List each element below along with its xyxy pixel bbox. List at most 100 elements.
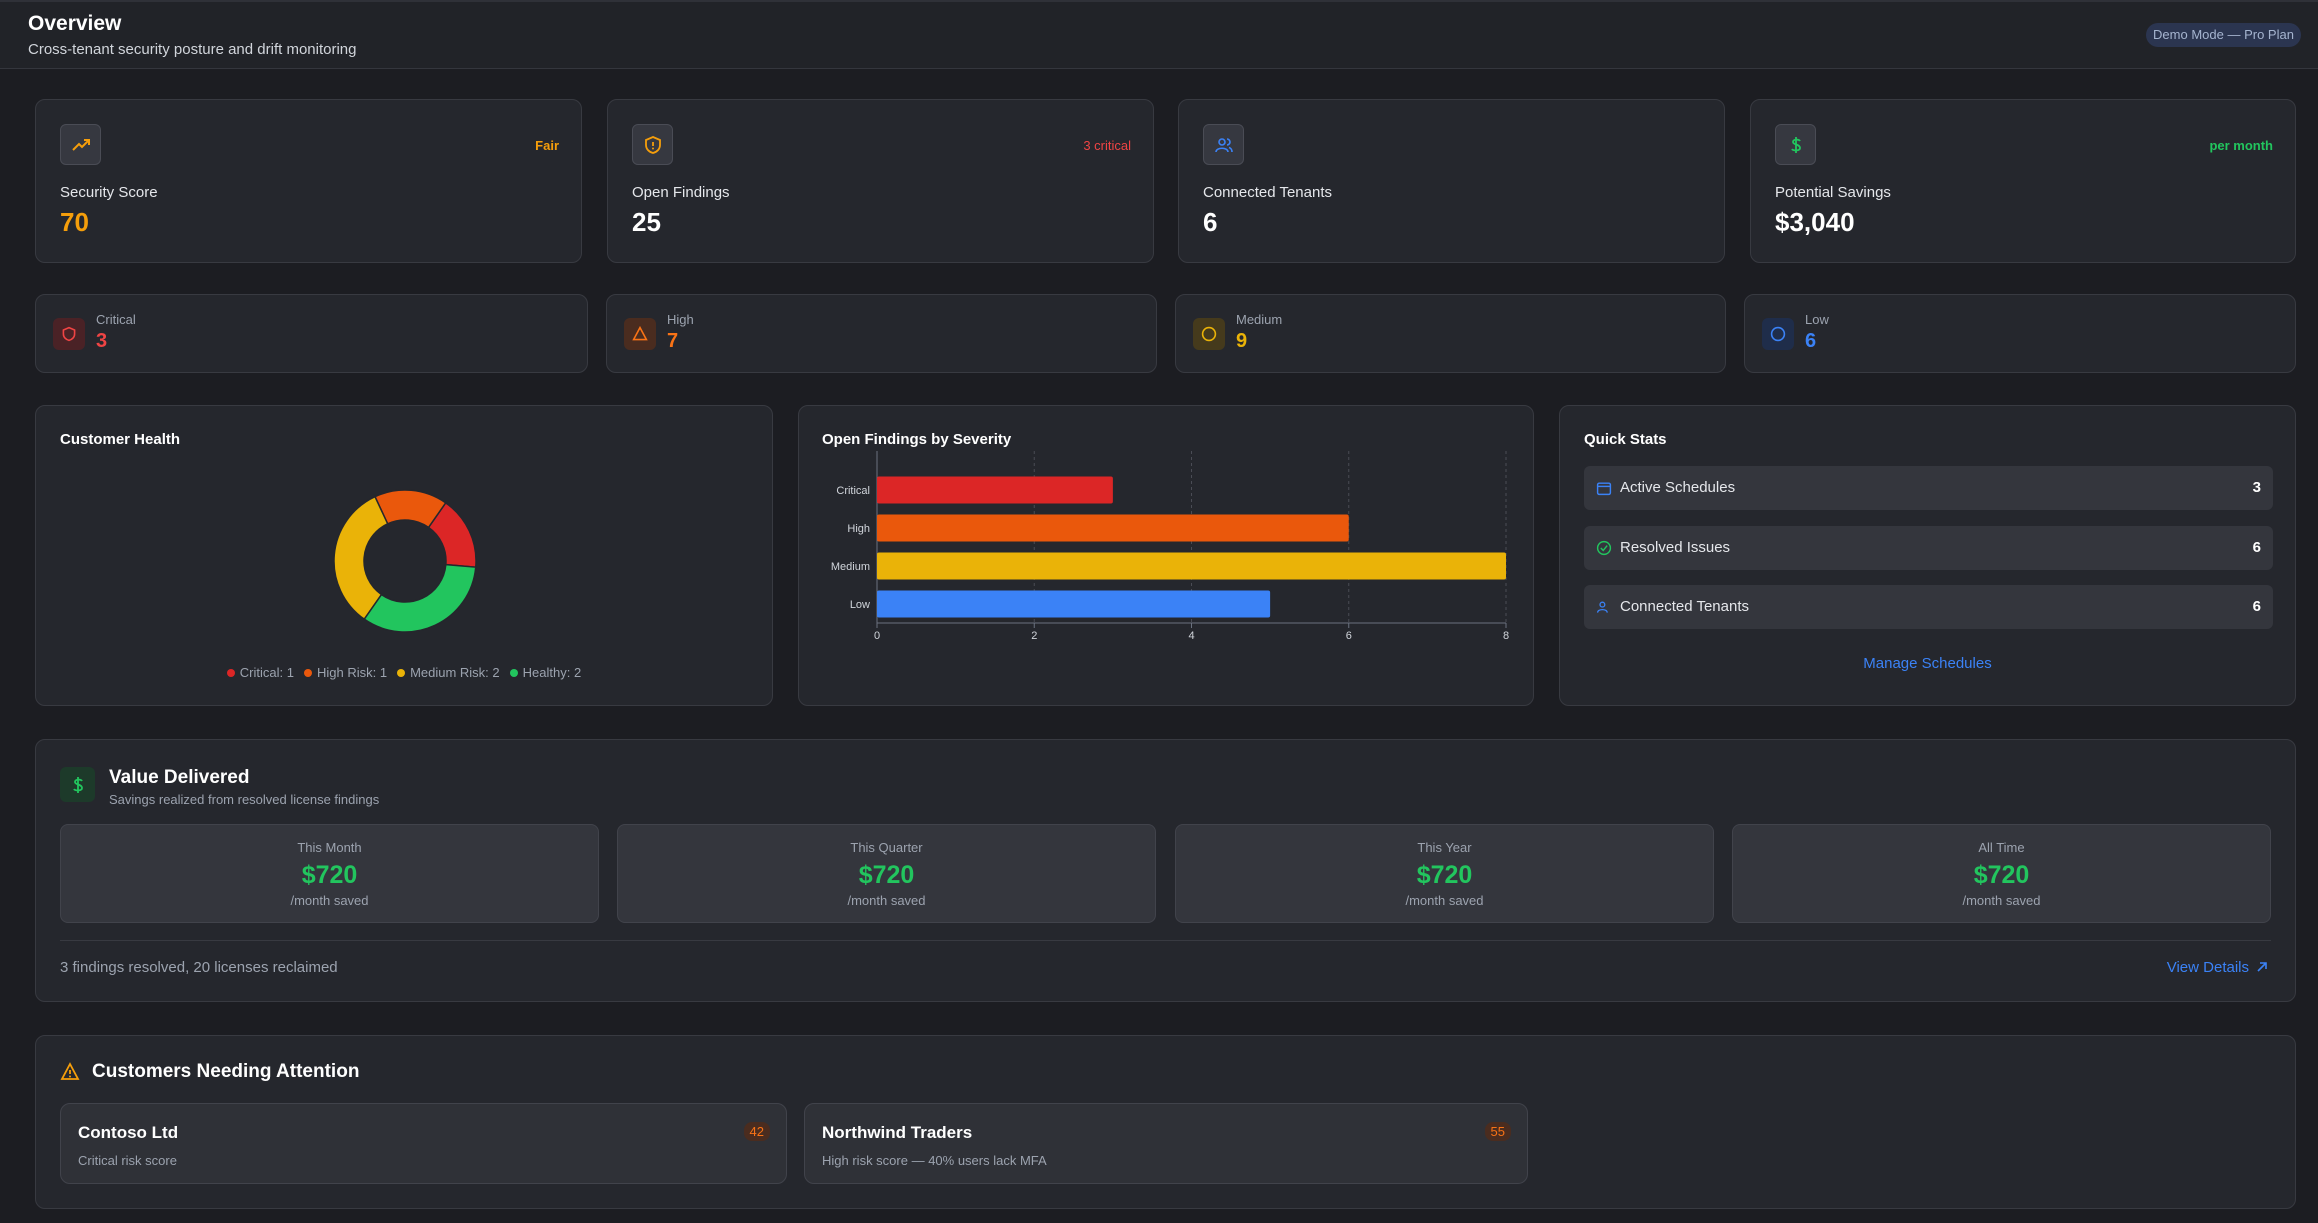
donut-chart bbox=[333, 489, 477, 633]
severity-card: Critical 3 bbox=[35, 294, 588, 373]
y-tick-label: High bbox=[847, 523, 870, 535]
quick-stats: Quick Stats Active Schedules 3 Resolved … bbox=[1559, 405, 2296, 706]
stat-row: Connected Tenants 6 bbox=[1584, 585, 2273, 629]
section-subtitle: Savings realized from resolved license f… bbox=[109, 792, 380, 807]
icon bbox=[1775, 124, 1816, 165]
legend-item: Critical: 1 bbox=[226, 665, 294, 680]
legend-item: Medium Risk: 2 bbox=[397, 665, 500, 680]
attention-section: Customers Needing Attention Contoso Ltd … bbox=[35, 1035, 2296, 1209]
severity-label: Medium bbox=[1236, 312, 1283, 327]
icon bbox=[632, 124, 673, 165]
customer-detail: Critical risk score bbox=[78, 1153, 177, 1168]
chart-title: Customer Health bbox=[60, 431, 181, 448]
chart-card: Open Findings by Severity 0 2 4 6 8 Critical H… bbox=[798, 405, 1534, 706]
divider bbox=[60, 940, 2271, 941]
legend-item: High Risk: 1 bbox=[303, 665, 388, 680]
severity-label: Critical bbox=[96, 312, 136, 327]
legend-dot bbox=[509, 668, 518, 677]
icon bbox=[60, 767, 95, 802]
bar bbox=[877, 514, 1349, 542]
bar-chart: 0 2 4 6 8 Critical High Medium Low bbox=[831, 451, 1509, 642]
x-tick-label: 2 bbox=[1031, 630, 1037, 642]
tile-unit: /month saved bbox=[290, 893, 369, 908]
tile-value: $720 bbox=[858, 861, 915, 889]
stat-value: 3 bbox=[2252, 479, 2261, 496]
bar bbox=[877, 552, 1506, 580]
tile-label: This Quarter bbox=[850, 840, 923, 855]
header: Overview Cross-tenant security posture a… bbox=[0, 0, 2318, 69]
icon bbox=[1762, 318, 1794, 350]
icon bbox=[53, 318, 85, 350]
plan-badge[interactable]: Demo Mode — Pro Plan bbox=[2146, 23, 2301, 47]
card-label: Potential Savings bbox=[1775, 184, 1891, 201]
stat-label: Resolved Issues bbox=[1620, 539, 1731, 556]
stat-card: Connected Tenants 6 bbox=[1178, 99, 1725, 263]
card-badge: per month bbox=[2209, 138, 2273, 153]
warning-icon bbox=[60, 1062, 80, 1080]
severity-card: Low 6 bbox=[1744, 294, 2296, 373]
stat-card: 3 critical Open Findings 25 bbox=[607, 99, 1154, 263]
severity-label: High bbox=[667, 312, 694, 327]
legend-label: High Risk: 1 bbox=[316, 665, 388, 680]
donut-slice bbox=[333, 495, 389, 621]
severity-label: Low bbox=[1805, 312, 1829, 327]
stat-row: Resolved Issues 6 bbox=[1584, 526, 2273, 570]
customer-card[interactable]: Northwind Traders High risk score — 40% … bbox=[804, 1103, 1528, 1184]
card-label: Security Score bbox=[60, 184, 158, 201]
severity-value: 3 bbox=[96, 330, 108, 352]
icon bbox=[60, 124, 101, 165]
tile-value: $720 bbox=[301, 861, 358, 889]
customer-card[interactable]: Contoso Ltd Critical risk score 42 bbox=[60, 1103, 787, 1184]
donut-slice bbox=[363, 563, 477, 633]
x-tick-label: 4 bbox=[1188, 630, 1194, 642]
section-title: Value Delivered bbox=[109, 767, 250, 788]
chart-title: Open Findings by Severity bbox=[822, 431, 1012, 448]
legend-label: Medium Risk: 2 bbox=[410, 665, 500, 680]
stat-label: Connected Tenants bbox=[1620, 598, 1749, 615]
risk-score: 42 bbox=[743, 1122, 770, 1141]
x-tick-label: 8 bbox=[1503, 630, 1509, 642]
legend: Critical: 1 High Risk: 1 Medium Risk: 2 Hea… bbox=[36, 665, 772, 680]
legend-dot bbox=[303, 668, 312, 677]
bar bbox=[877, 590, 1271, 618]
value-delivered: Value Delivered Savings realized from re… bbox=[35, 739, 2296, 1002]
chart-card: Customer Health Critical: 1 High Risk: 1 M… bbox=[35, 405, 773, 706]
stat-card: Fair Security Score 70 bbox=[35, 99, 582, 263]
manage-link[interactable]: Manage Schedules bbox=[1863, 655, 1992, 672]
summary: 3 findings resolved, 20 licenses reclaim… bbox=[60, 959, 338, 976]
y-tick-label: Critical bbox=[836, 485, 870, 497]
icon bbox=[1193, 318, 1225, 350]
tile-unit: /month saved bbox=[847, 893, 926, 908]
page-title: Overview bbox=[28, 12, 122, 35]
section-title: Customers Needing Attention bbox=[92, 1061, 360, 1082]
severity-value: 9 bbox=[1236, 330, 1248, 352]
stat-row: Active Schedules 3 bbox=[1584, 466, 2273, 510]
card-label: Connected Tenants bbox=[1203, 184, 1332, 201]
value-tile: This Year $720 /month saved bbox=[1175, 824, 1714, 923]
x-tick-label: 6 bbox=[1346, 630, 1352, 642]
risk-score: 55 bbox=[1484, 1122, 1511, 1141]
legend-label: Critical: 1 bbox=[239, 665, 294, 680]
icon bbox=[624, 318, 656, 350]
stat-value: 6 bbox=[2252, 598, 2261, 615]
severity-card: High 7 bbox=[606, 294, 1157, 373]
tile-label: All Time bbox=[1978, 840, 2025, 855]
severity-value: 6 bbox=[1805, 330, 1817, 352]
view-details-link[interactable]: View Details bbox=[2166, 959, 2249, 976]
value-tile: This Quarter $720 /month saved bbox=[617, 824, 1156, 923]
tile-value: $720 bbox=[1973, 861, 2030, 889]
severity-card: Medium 9 bbox=[1175, 294, 1726, 373]
y-tick-label: Medium bbox=[831, 561, 870, 573]
page-subtitle: Cross-tenant security posture and drift … bbox=[28, 41, 357, 58]
customer-name: Northwind Traders bbox=[822, 1123, 973, 1142]
card-badge: Fair bbox=[535, 138, 559, 153]
card-title: Quick Stats bbox=[1584, 431, 1667, 448]
severity-value: 7 bbox=[667, 330, 679, 352]
legend-item: Healthy: 2 bbox=[509, 665, 582, 680]
legend-label: Healthy: 2 bbox=[522, 665, 582, 680]
card-value: 6 bbox=[1203, 207, 1218, 237]
tile-value: $720 bbox=[1416, 861, 1473, 889]
customer-detail: High risk score — 40% users lack MFA bbox=[822, 1153, 1047, 1168]
value-tile: This Month $720 /month saved bbox=[60, 824, 599, 923]
